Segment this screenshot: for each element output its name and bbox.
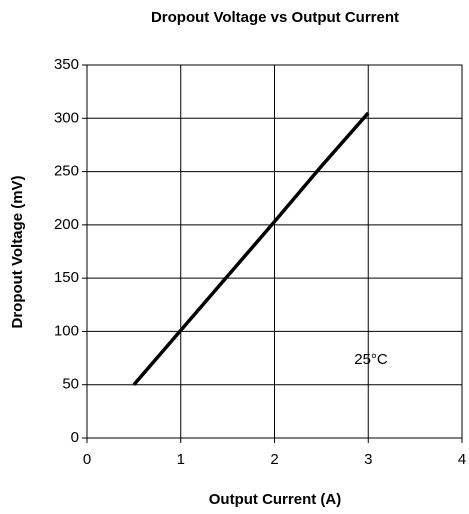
x-tick-label: 3 bbox=[364, 451, 372, 468]
y-tick-label: 250 bbox=[54, 163, 79, 180]
x-tick-label: 2 bbox=[270, 451, 278, 468]
chart-title: Dropout Voltage vs Output Current bbox=[151, 9, 399, 26]
y-tick-label: 50 bbox=[62, 376, 79, 393]
x-tick-label: 1 bbox=[177, 451, 185, 468]
x-tick-label: 4 bbox=[458, 451, 466, 468]
x-axis-label: Output Current (A) bbox=[209, 491, 341, 508]
y-tick-label: 350 bbox=[54, 56, 79, 73]
annotation: 25°C bbox=[354, 351, 388, 368]
data-line bbox=[132, 111, 370, 386]
y-tick-label: 200 bbox=[54, 216, 79, 233]
y-tick-label: 100 bbox=[54, 322, 79, 339]
y-tick-label: 0 bbox=[71, 429, 79, 446]
y-tick-label: 300 bbox=[54, 109, 79, 126]
x-tick-label: 0 bbox=[83, 451, 91, 468]
y-tick-label: 150 bbox=[54, 269, 79, 286]
plot-frame bbox=[86, 64, 463, 439]
y-axis-label: Dropout Voltage (mV) bbox=[9, 175, 26, 328]
